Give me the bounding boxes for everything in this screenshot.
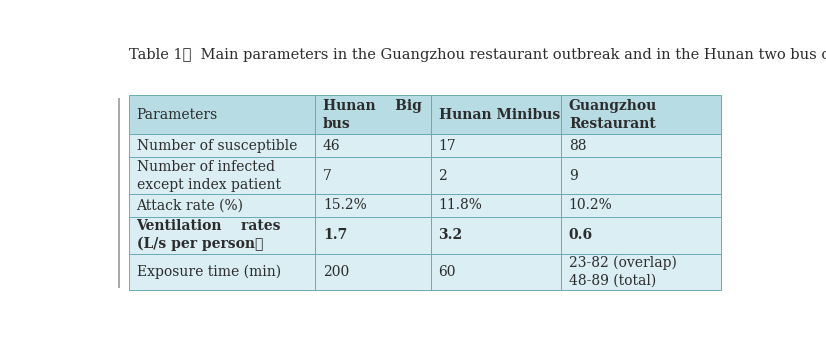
- Text: 200: 200: [323, 265, 349, 279]
- Bar: [316, 134, 431, 157]
- Text: 3.2: 3.2: [439, 228, 463, 242]
- Text: Guangzhou
Restaurant: Guangzhou Restaurant: [569, 99, 657, 131]
- Text: Ventilation    rates
(L/s per person）: Ventilation rates (L/s per person）: [136, 219, 281, 251]
- Text: 1.7: 1.7: [323, 228, 347, 242]
- Bar: [561, 134, 721, 157]
- Text: 11.8%: 11.8%: [439, 198, 482, 213]
- Text: Attack rate (%): Attack rate (%): [136, 198, 244, 213]
- Bar: [129, 194, 316, 217]
- Text: Number of susceptible: Number of susceptible: [136, 139, 297, 153]
- Bar: [561, 194, 721, 217]
- Text: 88: 88: [569, 139, 586, 153]
- Text: 23-82 (overlap)
48-89 (total): 23-82 (overlap) 48-89 (total): [569, 256, 676, 288]
- Text: Table 1：  Main parameters in the Guangzhou restaurant outbreak and in the Hunan : Table 1： Main parameters in the Guangzho…: [129, 48, 826, 63]
- Text: 2: 2: [439, 169, 447, 183]
- Text: 7: 7: [323, 169, 332, 183]
- Text: Number of infected
except index patient: Number of infected except index patient: [136, 160, 281, 192]
- Text: Parameters: Parameters: [136, 108, 218, 122]
- Text: 46: 46: [323, 139, 340, 153]
- Text: 17: 17: [439, 139, 456, 153]
- Bar: [431, 134, 561, 157]
- Text: 0.6: 0.6: [569, 228, 593, 242]
- Bar: [129, 134, 316, 157]
- Text: Exposure time (min): Exposure time (min): [136, 265, 281, 279]
- Bar: [431, 194, 561, 217]
- Bar: [316, 194, 431, 217]
- Text: Hunan Minibus: Hunan Minibus: [439, 108, 560, 122]
- Text: 60: 60: [439, 265, 456, 279]
- Text: Hunan    Big
bus: Hunan Big bus: [323, 99, 422, 131]
- Text: 9: 9: [569, 169, 577, 183]
- Text: 15.2%: 15.2%: [323, 198, 367, 213]
- Text: 10.2%: 10.2%: [569, 198, 613, 213]
